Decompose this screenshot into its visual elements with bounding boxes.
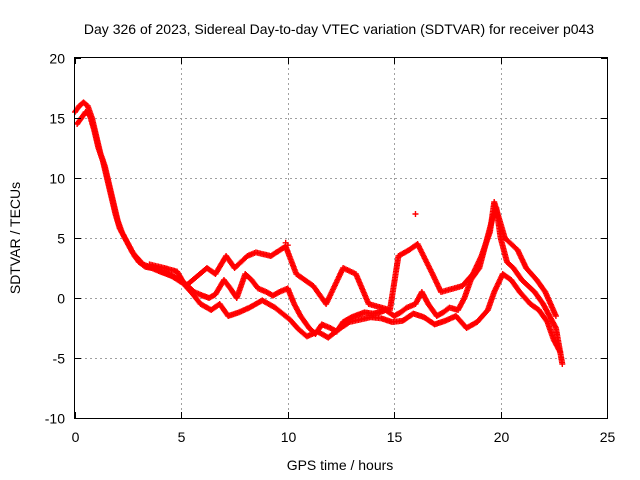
x-tick-label: 15 [387,429,403,445]
data-point [284,242,291,249]
y-tick-label: 0 [57,291,65,307]
data-point [552,313,559,319]
data-point [345,319,352,326]
x-tick-label: 10 [281,429,297,445]
y-tick-label: -10 [45,411,65,427]
data-point [559,361,566,367]
chart-title: Day 326 of 2023, Sidereal Day-to-day VTE… [84,21,594,37]
data-layer [72,99,566,367]
data-point [557,349,564,355]
x-tick-label: 5 [178,429,186,445]
x-tick-label: 25 [600,429,616,445]
y-tick-label: -5 [53,351,66,367]
y-tick-label: 15 [49,111,65,127]
x-tick-label: 20 [494,429,510,445]
tick-layer: 0 5 10 15 20 25 -10 -5 0 5 10 15 20 [45,51,616,446]
x-axis-label: GPS time / hours [287,457,394,473]
y-tick-label: 20 [49,51,65,67]
grid-layer [75,58,607,418]
y-axis-label: SDTVAR / TECUs [7,182,23,294]
data-point [412,211,419,217]
plot-frame [74,57,608,419]
x-tick-label: 0 [72,429,80,445]
y-tick-label: 5 [57,231,65,247]
y-tick-label: 10 [49,171,65,187]
